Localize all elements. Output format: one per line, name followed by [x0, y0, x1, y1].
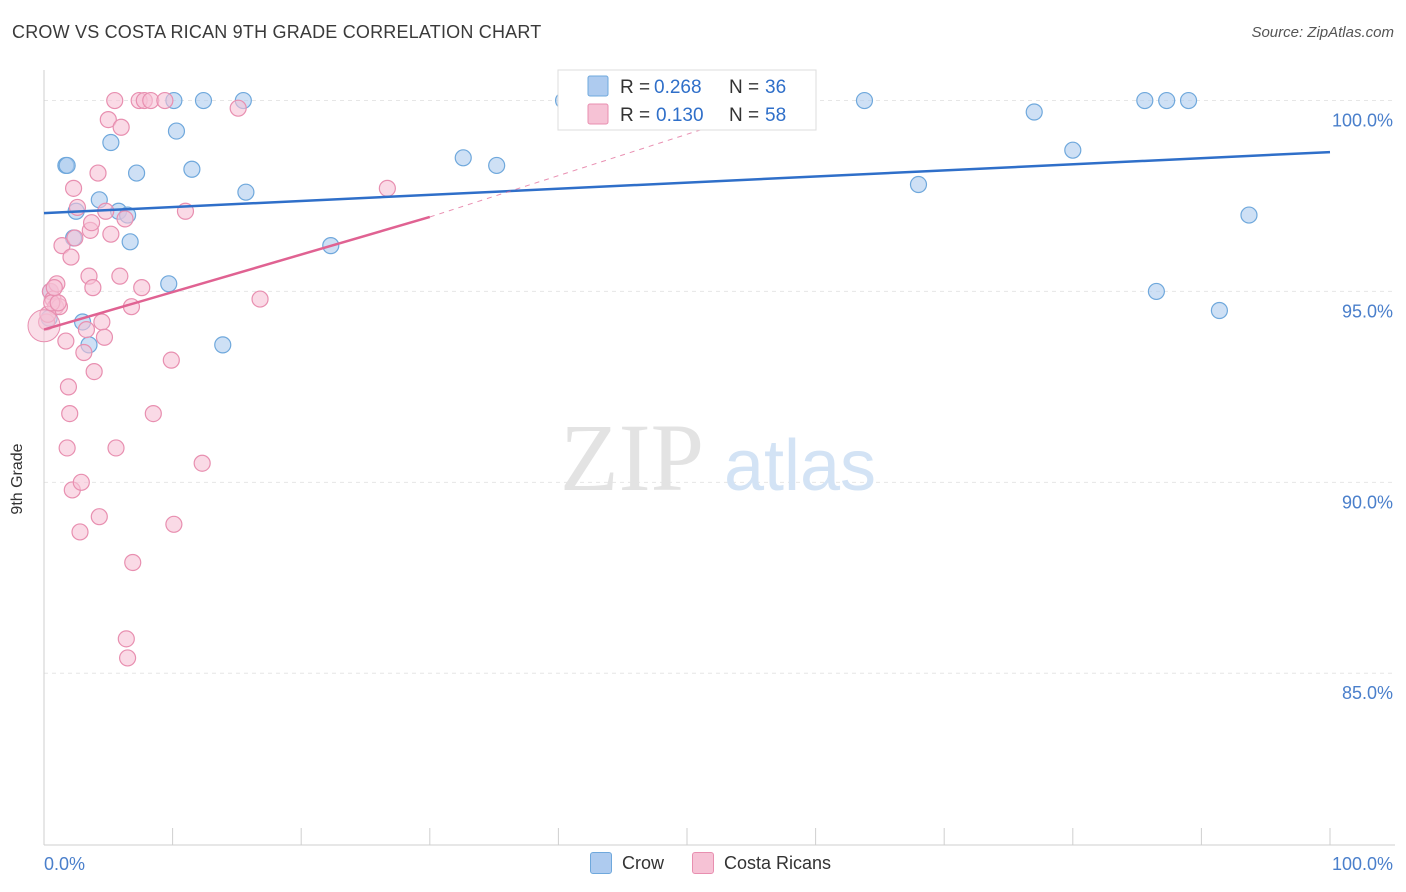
costa-ricans-point — [193, 454, 211, 472]
costa-ricans-point — [106, 91, 124, 110]
legend-r-value-crow: 0.268 — [654, 77, 702, 98]
crow-point — [58, 156, 76, 175]
legend-r-label-costa-ricans: R = — [620, 105, 650, 126]
costa-ricans-point — [71, 523, 89, 541]
y-tick-label: 85.0% — [1342, 683, 1393, 703]
crow-point — [1136, 91, 1154, 110]
costa-ricans-point — [112, 118, 130, 136]
costa-ricans-point — [75, 343, 93, 362]
legend-label: Costa Ricans — [724, 852, 832, 873]
costa-ricans-point — [57, 332, 75, 350]
costa-ricans-point — [165, 515, 183, 533]
costa-ricans-point — [116, 210, 134, 228]
crow-point — [909, 175, 928, 194]
crow-point — [1179, 91, 1198, 110]
y-tick-label: 100.0% — [1332, 111, 1393, 131]
crow-trend-line — [43, 150, 1331, 215]
y-tick-label: 90.0% — [1342, 492, 1393, 512]
crow-point — [194, 91, 213, 110]
watermark: ZIP atlas — [560, 404, 876, 511]
costa-ricans-point — [95, 328, 114, 346]
crow-point — [1210, 301, 1229, 320]
costa-ricans-point — [89, 164, 107, 182]
axes — [43, 70, 1395, 846]
costa-ricans-point — [378, 179, 396, 197]
crow-point — [167, 122, 186, 140]
stats-legend: R = 0.268 N = 36 R = 0.130 N = 58 — [557, 69, 817, 131]
watermark-zip: ZIP — [560, 404, 704, 511]
costa-ricans-point — [58, 439, 76, 457]
costa-ricans-point — [162, 351, 180, 369]
crow-point — [1158, 91, 1176, 110]
legend-label: Crow — [622, 852, 665, 873]
y-tick-label: 95.0% — [1342, 301, 1393, 321]
costa-ricans-point — [61, 404, 79, 423]
costa-ricans-point — [99, 111, 117, 129]
costa-ricans-point — [124, 553, 142, 572]
costa-ricans-point — [77, 321, 96, 339]
costa-ricans-point — [251, 290, 269, 308]
legend-n-value-costa-ricans: 58 — [765, 105, 786, 126]
crow-point — [454, 149, 472, 167]
tick-labels: 85.0% 90.0% 95.0% 100.0% 0.0% 100.0% — [44, 111, 1393, 874]
data-points — [27, 91, 1258, 667]
crow-point — [1240, 206, 1258, 224]
crow-point — [237, 183, 255, 201]
costa-ricans-point — [84, 279, 102, 297]
crow-point — [214, 336, 232, 354]
legend-swatch — [692, 852, 715, 874]
legend-item-crow[interactable]: Crow — [590, 852, 664, 874]
crow-point — [127, 164, 146, 182]
legend-r-label-crow: R = — [620, 77, 650, 98]
x-tick-label-min: 0.0% — [44, 854, 85, 874]
costa-ricans-point — [144, 404, 162, 423]
legend-n-label-crow: N = — [729, 77, 759, 98]
legend-swatch-costa-ricans — [587, 103, 609, 125]
series-legend: Crow Costa Ricans — [590, 852, 831, 874]
costa-ricans-point — [93, 313, 111, 331]
costa-ricans-point — [107, 439, 125, 457]
costa-ricans-point — [133, 279, 151, 297]
costa-ricans-point — [85, 363, 103, 381]
costa-ricans-point — [53, 237, 71, 255]
legend-swatch — [590, 852, 612, 874]
crow-point — [121, 233, 139, 251]
watermark-atlas: atlas — [724, 426, 876, 506]
costa-ricans-point — [62, 248, 80, 266]
crow-point — [102, 133, 120, 152]
costa-ricans-point — [59, 378, 78, 396]
costa-ricans-point — [156, 91, 174, 110]
costa-ricans-point — [117, 630, 135, 648]
x-tick-label-max: 100.0% — [1332, 854, 1393, 874]
costa-ricans-point — [229, 99, 247, 117]
costa-ricans-point — [45, 279, 63, 297]
source-label: Source: ZipAtlas.com — [1251, 24, 1394, 41]
costa-ricans-trend-extension — [429, 92, 816, 218]
crow-point — [183, 160, 201, 178]
legend-item-costa-ricans[interactable]: Costa Ricans — [692, 852, 831, 874]
costa-ricans-point — [64, 179, 83, 197]
legend-n-label-costa-ricans: N = — [729, 105, 759, 126]
costa-ricans-point — [90, 508, 108, 526]
costa-ricans-point — [118, 649, 137, 667]
legend-n-value-crow: 36 — [765, 77, 786, 98]
costa-ricans-point — [82, 214, 101, 232]
costa-ricans-point — [66, 229, 84, 247]
crow-point — [1025, 103, 1043, 121]
crow-point — [1147, 282, 1165, 301]
crow-point — [855, 91, 874, 110]
legend-r-value-costa-ricans: 0.130 — [656, 105, 704, 126]
chart-title: CROW VS COSTA RICAN 9TH GRADE CORRELATIO… — [12, 22, 542, 42]
costa-ricans-trend-line — [43, 215, 431, 331]
crow-point — [1064, 141, 1082, 159]
crow-point — [488, 156, 506, 175]
costa-ricans-point — [72, 473, 90, 491]
costa-ricans-point — [111, 267, 129, 285]
trend-lines — [43, 92, 1331, 331]
crow-point — [160, 275, 178, 293]
legend-swatch-crow — [587, 75, 609, 97]
costa-ricans-point — [102, 225, 120, 243]
costa-ricans-point — [49, 294, 67, 312]
